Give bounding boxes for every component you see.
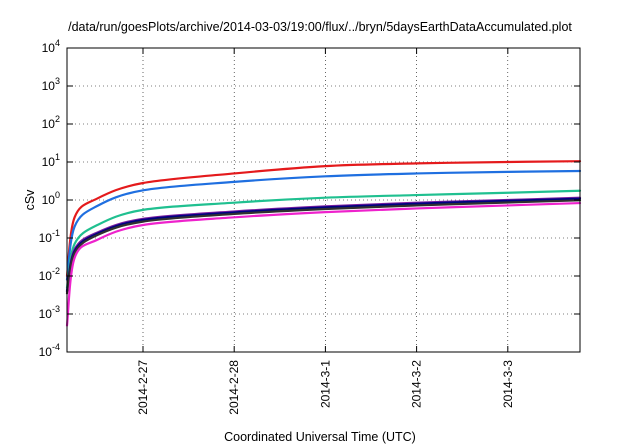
series-line xyxy=(65,169,582,281)
x-tick-label: 2014-2-27 xyxy=(136,360,150,415)
y-tick-label: 10-2 xyxy=(39,266,60,283)
x-tick-label: 2014-3-1 xyxy=(318,360,332,408)
y-tick-label: 10-1 xyxy=(39,228,60,245)
series-line xyxy=(65,189,582,289)
y-tick-label: 100 xyxy=(42,190,60,207)
axes: 10-4 10-3 10-2 10-1 100 101 102 103 104 2014-2-27… xyxy=(39,38,580,415)
series-lines xyxy=(65,160,582,327)
y-tick-label: 103 xyxy=(42,76,60,93)
x-axis-label: Coordinated Universal Time (UTC) xyxy=(224,430,416,444)
series-line xyxy=(65,160,582,278)
series-line xyxy=(65,199,582,295)
series-line xyxy=(65,197,582,293)
x-tick-label: 2014-2-28 xyxy=(227,360,241,415)
y-tick-label: 104 xyxy=(42,38,60,55)
chart-title: /data/run/goesPlots/archive/2014-03-03/1… xyxy=(68,20,572,34)
x-tick-label: 2014-3-3 xyxy=(501,360,515,408)
y-tick-label: 102 xyxy=(42,114,60,131)
series-line xyxy=(65,201,582,327)
y-tick-label: 10-3 xyxy=(39,304,60,321)
y-tick-label: 101 xyxy=(42,152,60,169)
grid-lines xyxy=(67,48,580,352)
y-tick-label: 10-4 xyxy=(39,342,60,359)
x-tick-label: 2014-3-2 xyxy=(410,360,424,408)
